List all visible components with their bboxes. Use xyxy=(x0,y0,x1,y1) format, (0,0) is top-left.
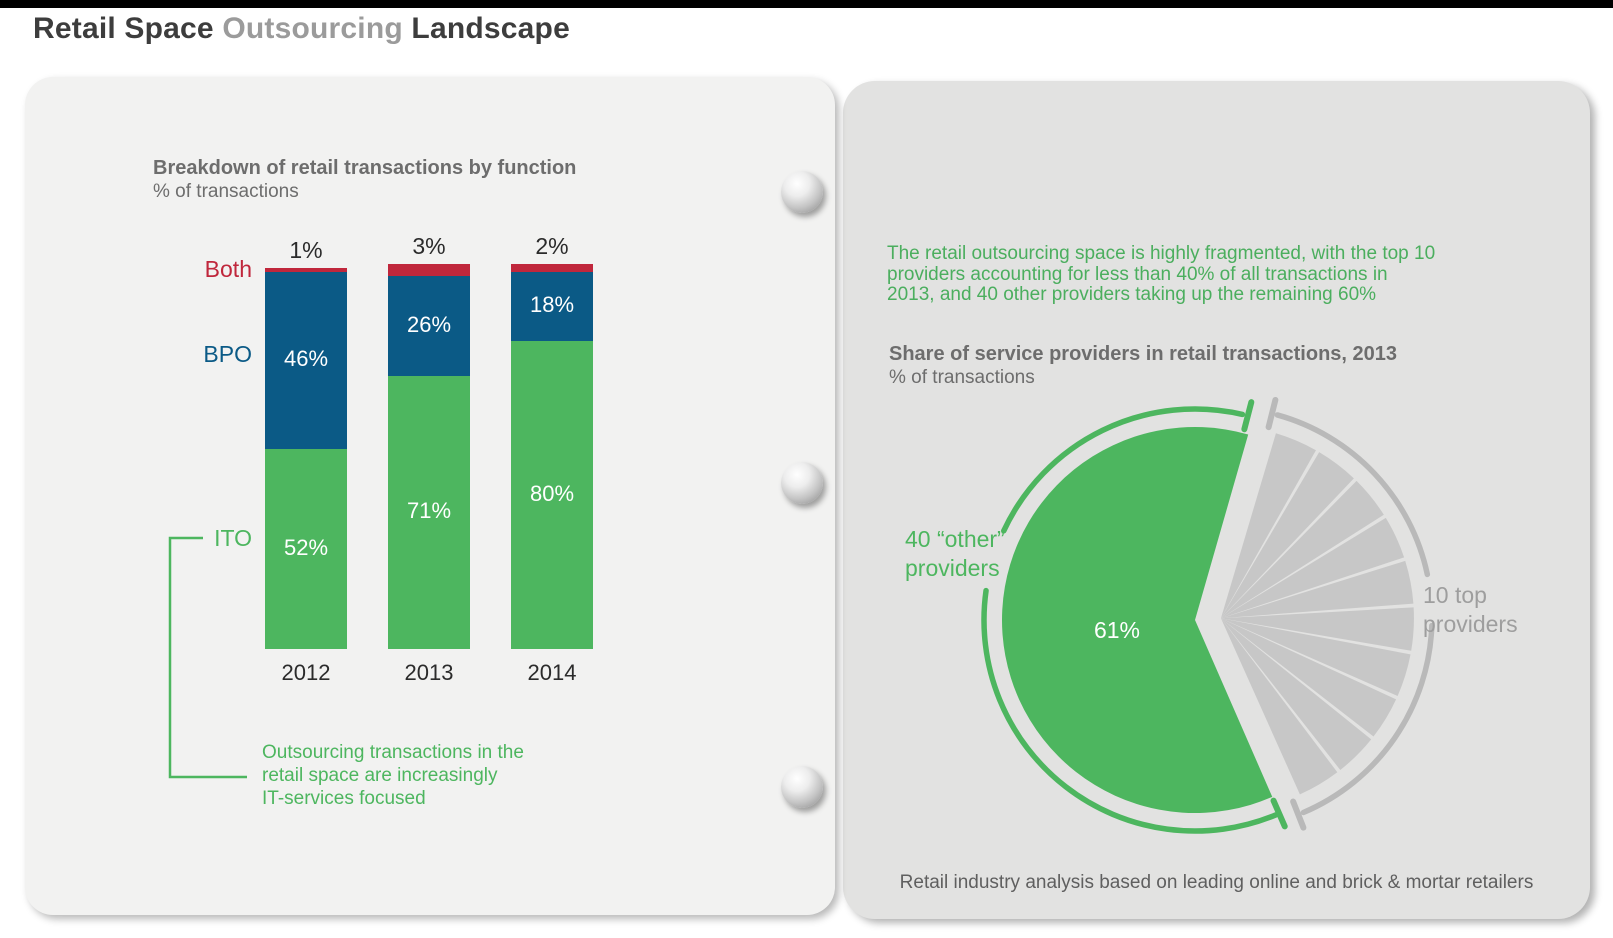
bar-value-label: 26% xyxy=(406,311,452,337)
pie-chart-title: Share of service providers in retail tra… xyxy=(889,343,1398,365)
legend-label-ito: ITO xyxy=(214,525,252,551)
pie-label-top-providers: 10 top providers xyxy=(1423,582,1518,637)
left-card: Breakdown of retail transactions by func… xyxy=(25,77,835,915)
pie-chart-subtitle: % of transactions xyxy=(889,367,1035,388)
pie-chart xyxy=(981,396,1435,834)
bar-segment-both-2013 xyxy=(388,264,470,276)
legend-label-bpo: BPO xyxy=(203,341,252,367)
page-title-part-3: Landscape xyxy=(402,12,570,45)
pie-slice-top-provider xyxy=(1220,452,1354,619)
bar-value-label: 46% xyxy=(283,346,329,372)
bar-segment-bpo-2014 xyxy=(511,271,593,341)
page-title-part-2: Outsourcing xyxy=(222,12,403,45)
gray-arc-tick-bottom xyxy=(1290,798,1307,831)
top-black-bar xyxy=(0,0,1613,8)
bar-year-label: 2013 xyxy=(404,660,454,685)
bar-value-label: 80% xyxy=(529,481,575,506)
pie-slice-top-provider xyxy=(1220,618,1372,770)
bar-value-label: 71% xyxy=(406,498,452,524)
gray-outer-arc-1 xyxy=(1274,412,1431,578)
green-arc-tick-top xyxy=(1241,399,1255,433)
gray-arc-tick-top xyxy=(1265,396,1279,431)
pie-slice-top-provider xyxy=(1220,433,1316,619)
pie-slice-top-provider xyxy=(1220,480,1384,619)
green-outer-arc-2 xyxy=(1001,406,1246,534)
pie-slice-top-provider xyxy=(1220,618,1397,737)
bar-segment-bpo-2012 xyxy=(265,271,347,449)
ito-annotation: Outsourcing transactions in the retail s… xyxy=(262,742,524,809)
bar-value-label: 18% xyxy=(529,292,575,318)
right-card: The retail outsourcing space is highly f… xyxy=(843,81,1590,919)
bar-segment-ito-2012 xyxy=(265,448,347,649)
pie-slice-top-provider xyxy=(1220,517,1405,619)
bar-year-label: 2014 xyxy=(527,660,577,685)
pie-value-label: 61% xyxy=(1093,617,1141,643)
ito-bracket xyxy=(168,536,247,779)
bar-chart-subtitle: % of transactions xyxy=(153,181,299,202)
pie-slice-top-provider xyxy=(1220,618,1411,696)
binder-stud-top xyxy=(781,171,823,213)
gray-outer-arc-2 xyxy=(1300,622,1435,816)
pie-slice-other-providers xyxy=(1002,427,1273,814)
bar-year-label: 2012 xyxy=(281,660,331,685)
bar-segment-bpo-2013 xyxy=(388,275,470,376)
page-title: Retail Space Outsourcing Landscape xyxy=(33,12,570,46)
page-title-part-1: Retail Space xyxy=(33,12,223,45)
bar-chart-title: Breakdown of retail transactions by func… xyxy=(153,157,577,179)
bar-top-label: 3% xyxy=(412,233,446,259)
bar-value-label: 52% xyxy=(283,534,329,560)
pie-slice-top-provider xyxy=(1220,607,1414,651)
bar-top-label: 1% xyxy=(289,236,323,263)
pie-slice-top-provider xyxy=(1220,560,1414,619)
pie-slice-top-provider xyxy=(1220,618,1338,795)
bar-segment-both-2012 xyxy=(265,267,347,272)
bar-segment-ito-2014 xyxy=(511,341,593,649)
binder-stud-middle xyxy=(781,462,823,504)
green-arc-tick-bottom xyxy=(1270,797,1288,830)
bar-top-label: 2% xyxy=(535,233,569,259)
green-outer-arc-1 xyxy=(981,587,1279,834)
legend-label-both: Both xyxy=(204,256,252,282)
bar-segment-both-2014 xyxy=(511,264,593,272)
binder-stud-bottom xyxy=(781,766,823,808)
bar-segment-ito-2013 xyxy=(388,375,470,649)
insight-text: The retail outsourcing space is highly f… xyxy=(887,243,1436,305)
footnote: Retail industry analysis based on leadin… xyxy=(899,872,1534,893)
pie-label-other-providers: 40 “other” providers xyxy=(905,526,1005,581)
